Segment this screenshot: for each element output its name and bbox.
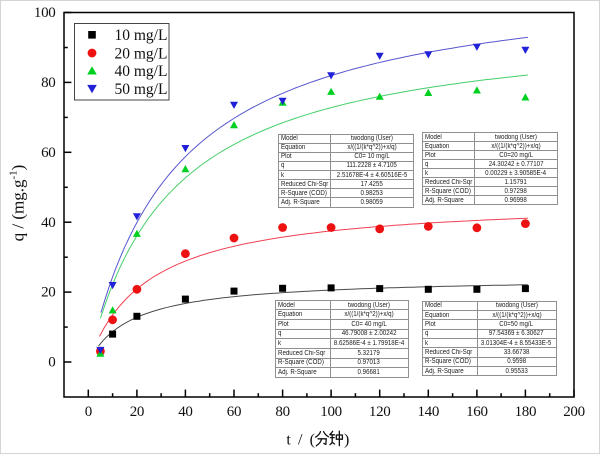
svg-text:): ) (344, 432, 349, 449)
svg-text:180: 180 (515, 404, 537, 420)
svg-text:40: 40 (41, 215, 55, 231)
svg-text:120: 120 (369, 404, 391, 420)
svg-text:160: 160 (466, 404, 488, 420)
svg-text:50 mg/L: 50 mg/L (115, 81, 168, 98)
svg-text:140: 140 (417, 404, 439, 420)
svg-text:40: 40 (178, 404, 192, 420)
svg-text:20: 20 (130, 404, 144, 420)
svg-text:80: 80 (275, 404, 289, 420)
svg-text:60: 60 (227, 404, 241, 420)
svg-text:10 mg/L: 10 mg/L (115, 27, 168, 44)
svg-text:100: 100 (320, 404, 342, 420)
svg-text:20 mg/L: 20 mg/L (115, 45, 168, 62)
svg-text:t / (: t / ( (286, 432, 315, 449)
svg-text:40 mg/L: 40 mg/L (115, 63, 168, 80)
svg-text:0: 0 (48, 355, 55, 371)
svg-text:200: 200 (563, 404, 585, 420)
svg-text:80: 80 (41, 75, 55, 91)
svg-text:0: 0 (85, 404, 92, 420)
svg-text:60: 60 (41, 145, 55, 161)
svg-text:q / (mg.g-1): q / (mg.g-1) (8, 165, 28, 242)
svg-text:20: 20 (41, 285, 55, 301)
svg-text:100: 100 (34, 5, 56, 21)
